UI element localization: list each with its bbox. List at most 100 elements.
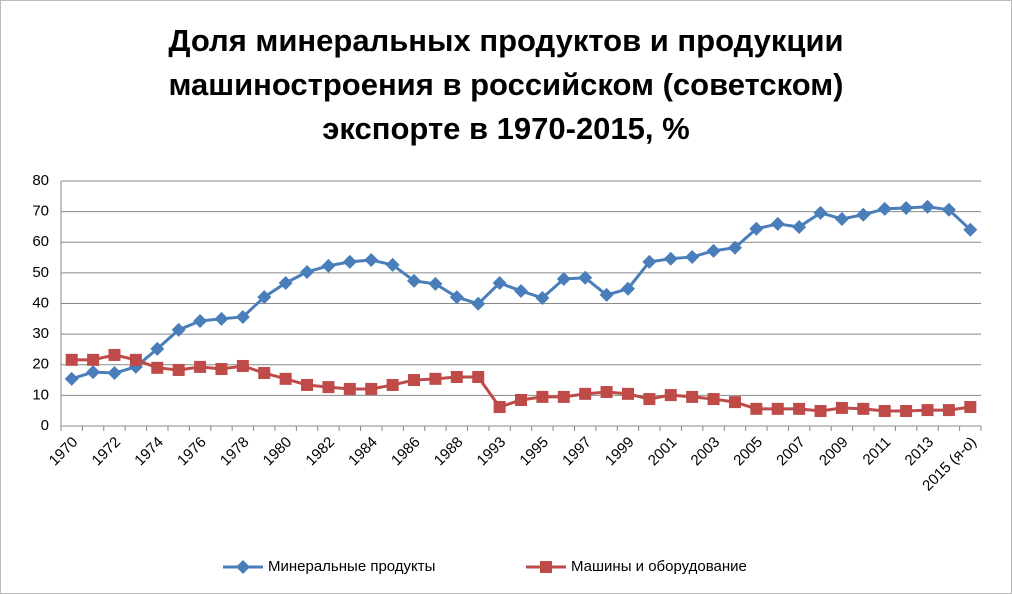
data-point (942, 404, 955, 417)
y-tick-label: 20 (32, 356, 49, 373)
data-point (643, 393, 656, 406)
x-tick-label: 1999 (602, 434, 638, 470)
x-tick-label: 1978 (217, 434, 253, 470)
x-tick-label: 1974 (131, 434, 167, 470)
x-tick-label: 1997 (559, 434, 595, 470)
y-tick-label: 80 (32, 172, 49, 189)
x-tick-label: 1993 (474, 434, 510, 470)
legend-marker (540, 561, 552, 573)
data-point (899, 200, 914, 215)
data-point (87, 353, 100, 366)
data-point (707, 393, 720, 406)
x-tick-label: 2009 (816, 434, 852, 470)
data-point (193, 313, 208, 328)
data-point (342, 254, 357, 269)
data-point (877, 201, 892, 216)
data-point (364, 253, 379, 268)
data-point (600, 386, 613, 399)
data-point (728, 396, 741, 409)
data-point (793, 402, 806, 415)
data-point (857, 402, 870, 415)
data-point (471, 296, 486, 311)
x-tick-label: 2011 (860, 434, 895, 469)
data-point (408, 374, 421, 387)
data-point (900, 404, 913, 417)
legend-label: Минеральные продукты (268, 558, 435, 575)
y-tick-label: 50 (32, 264, 49, 281)
data-point (814, 404, 827, 417)
data-point (727, 240, 742, 255)
data-point (963, 222, 978, 237)
data-point (279, 372, 292, 385)
data-point (171, 322, 186, 337)
data-point (321, 258, 336, 273)
data-point (386, 378, 399, 391)
data-point (472, 371, 485, 383)
x-tick-label: 2003 (688, 434, 724, 470)
data-point (65, 353, 78, 366)
y-tick-label: 60 (32, 233, 49, 250)
data-point (492, 275, 507, 290)
data-point (535, 290, 550, 305)
data-point (385, 257, 400, 272)
x-tick-label: 1982 (302, 434, 338, 470)
data-point (343, 382, 356, 395)
data-point (578, 270, 593, 285)
data-point (215, 363, 228, 376)
data-point (428, 276, 443, 291)
data-point (620, 281, 635, 296)
data-point (813, 205, 828, 220)
data-point (834, 211, 849, 226)
data-point (964, 401, 977, 414)
data-point (449, 290, 464, 305)
y-tick-label: 70 (32, 203, 49, 220)
data-point (429, 372, 442, 385)
data-point (835, 401, 848, 414)
data-point (878, 404, 891, 417)
data-point (515, 393, 527, 406)
x-tick-label: 1995 (516, 434, 552, 470)
data-point (579, 387, 592, 400)
data-point (194, 360, 207, 373)
x-tick-label: 1988 (431, 434, 467, 470)
x-tick-label: 1986 (388, 434, 424, 470)
data-point (257, 290, 272, 305)
data-point (686, 390, 699, 403)
data-point (301, 378, 314, 391)
data-point (236, 359, 249, 372)
data-point (278, 275, 293, 290)
data-point (663, 251, 678, 266)
data-point (64, 371, 79, 386)
data-point (749, 221, 764, 236)
data-point (258, 367, 271, 380)
data-point (493, 401, 506, 414)
data-point (407, 273, 422, 288)
data-point (300, 264, 315, 279)
data-point (750, 402, 763, 415)
y-tick-label: 0 (41, 417, 49, 434)
data-point (921, 404, 934, 417)
data-point (642, 254, 657, 269)
x-tick-label: 1972 (89, 434, 125, 470)
x-tick-label: 1970 (46, 434, 82, 470)
legend-marker (236, 560, 250, 574)
data-point (920, 199, 935, 214)
y-tick-label: 40 (32, 294, 49, 311)
x-tick-label: 1980 (260, 434, 296, 470)
data-point (557, 390, 570, 403)
data-point (664, 389, 677, 402)
data-point (365, 382, 378, 395)
data-point (235, 309, 250, 324)
data-point (621, 387, 634, 400)
data-point (536, 390, 549, 403)
data-point (770, 216, 785, 231)
data-point (771, 402, 784, 415)
y-tick-label: 30 (32, 325, 49, 342)
data-point (556, 272, 571, 286)
data-point (86, 365, 101, 380)
y-tick-label: 10 (32, 386, 49, 403)
data-point (856, 207, 871, 222)
data-point (108, 348, 121, 361)
